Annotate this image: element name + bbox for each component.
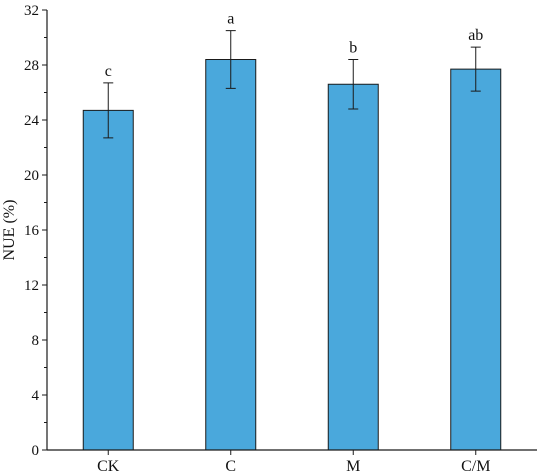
significance-label: ab bbox=[468, 27, 483, 44]
x-tick-label: C/M bbox=[461, 458, 490, 475]
x-tick-label: M bbox=[346, 458, 360, 475]
y-tick-label: 20 bbox=[24, 168, 39, 184]
significance-label: b bbox=[349, 40, 357, 57]
y-tick-label: 12 bbox=[24, 278, 39, 294]
y-tick-label: 4 bbox=[32, 388, 40, 404]
x-tick-label: C bbox=[225, 458, 236, 475]
x-ticks-layer: CK C M C/M bbox=[97, 450, 490, 475]
y-tick-label: 0 bbox=[32, 443, 40, 459]
y-tick-label: 24 bbox=[24, 113, 40, 129]
bars-layer bbox=[82, 59, 502, 451]
significance-label: c bbox=[105, 63, 112, 80]
bar-m bbox=[327, 83, 379, 451]
bar-ck bbox=[82, 109, 134, 451]
x-tick-label: CK bbox=[97, 458, 120, 475]
bar-c bbox=[205, 59, 257, 451]
error-bars-layer bbox=[103, 30, 481, 139]
y-tick-label: 8 bbox=[32, 333, 40, 349]
y-tick-label: 16 bbox=[24, 223, 40, 239]
y-tick-label: 28 bbox=[24, 58, 39, 74]
significance-label: a bbox=[227, 11, 234, 28]
y-ticks-layer: 0 4 8 12 16 20 24 28 32 bbox=[24, 3, 47, 459]
y-axis-title: NUE (%) bbox=[1, 200, 18, 261]
bar-c-m bbox=[450, 68, 502, 451]
y-tick-label: 32 bbox=[24, 3, 39, 19]
